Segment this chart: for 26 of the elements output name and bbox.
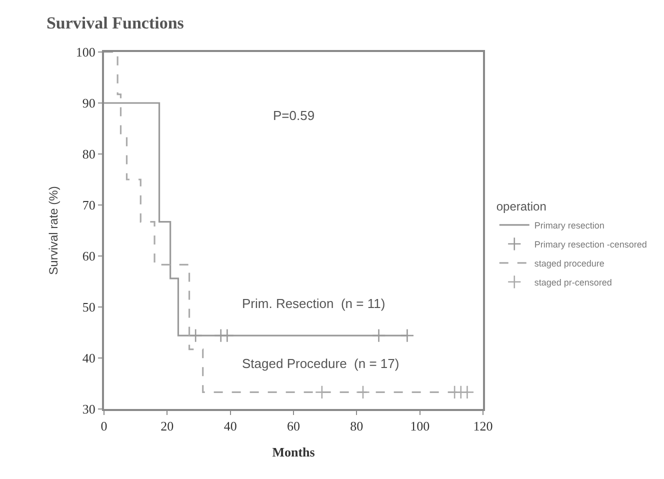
y-tick-label: 40 — [82, 350, 96, 366]
x-tick-label: 40 — [224, 418, 237, 434]
y-tick-label: 70 — [82, 198, 96, 213]
legend-label: Primary resection — [534, 220, 604, 230]
legend-label: staged pr-censored — [534, 277, 612, 288]
x-tick-label: 0 — [100, 418, 108, 434]
x-tick-label: 80 — [350, 418, 364, 434]
legend-label: staged procedure — [534, 258, 604, 268]
legend-title: operation — [496, 199, 546, 214]
annotation: Prim. Resection (n = 11) — [242, 296, 386, 311]
x-axis-title: Months — [272, 444, 315, 460]
x-tick-label: 20 — [160, 418, 174, 434]
x-tick-label: 120 — [473, 418, 493, 434]
y-tick-label: 50 — [82, 300, 96, 315]
chart-title: Survival Functions — [46, 14, 184, 33]
y-tick-label: 90 — [82, 96, 96, 111]
y-tick-label: 30 — [82, 402, 96, 417]
y-tick-label: 80 — [82, 146, 96, 162]
y-tick-label: 100 — [76, 44, 96, 60]
x-tick-label: 60 — [287, 418, 300, 434]
x-tick-label: 100 — [410, 418, 430, 434]
y-tick-label: 60 — [82, 248, 96, 264]
annotation: Staged Procedure (n = 17) — [242, 356, 400, 371]
annotation: P=0.59 — [273, 108, 315, 123]
legend-label: Primary resection -censored — [534, 239, 647, 250]
y-axis-title: Survival rate (%) — [46, 186, 61, 275]
